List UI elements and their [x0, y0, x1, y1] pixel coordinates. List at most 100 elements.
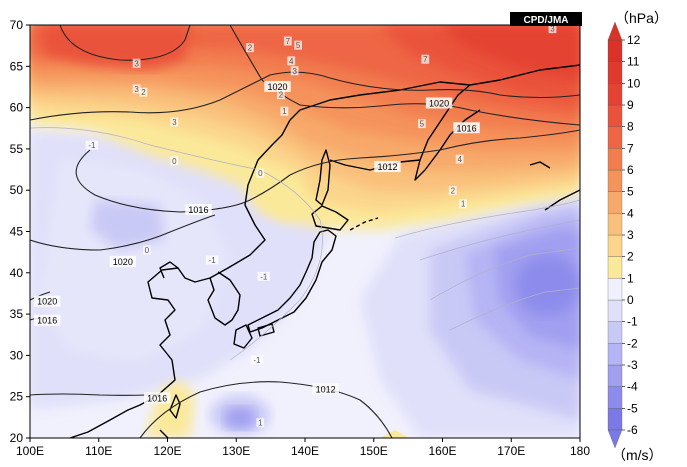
colorbar-segment	[607, 169, 623, 192]
anomaly-label-bg	[132, 58, 141, 68]
colorbar-label: -1	[627, 315, 638, 329]
x-tick-label: 170E	[497, 444, 525, 458]
colorbar-label: 8	[627, 120, 634, 134]
colorbar-segment	[607, 61, 623, 84]
colorbar-label: 12	[627, 33, 641, 47]
colorbar-label: 6	[627, 163, 634, 177]
isobar-label: 1020	[267, 82, 287, 92]
colorbar-label: 3	[627, 228, 634, 242]
colorbar-segment	[607, 343, 623, 366]
isobar-label-bg	[109, 256, 137, 268]
anomaly-label: 7	[423, 55, 428, 64]
y-tick-label: 20	[10, 431, 24, 445]
anomaly-label: 2	[279, 91, 284, 100]
colorbar-min-triangle	[607, 429, 623, 449]
colorbar-label: -5	[627, 401, 638, 415]
colorbar-segment	[607, 126, 623, 149]
y-axis-ticks: 20 25 30 35 40 45 50 55 60 65 70	[10, 18, 30, 445]
isobar-label-bg	[425, 97, 453, 109]
anomaly-label-bg	[139, 87, 148, 97]
colorbar-segment	[607, 83, 623, 106]
colorbar-label: 10	[627, 76, 641, 90]
isobar-label: 1016	[457, 123, 477, 133]
colorbar-label: 5	[627, 185, 634, 199]
anomaly-label-bg	[417, 119, 426, 129]
anomaly-label-bg	[250, 355, 264, 365]
colorbar-segment	[607, 104, 623, 127]
colorbar-max-triangle	[607, 21, 623, 41]
anomaly-label-bg	[132, 84, 141, 94]
colorbar-label: -4	[627, 380, 638, 394]
isobar-label: 1012	[377, 162, 397, 172]
anomaly-label-bg	[280, 106, 289, 116]
colorbar-label: 9	[627, 98, 634, 112]
colorbar-segment	[607, 321, 623, 344]
anomaly-label: 0	[145, 246, 150, 255]
anomaly-label-bg	[85, 140, 99, 150]
isobar-label: 1016	[188, 205, 208, 215]
y-tick-label: 60	[10, 101, 24, 115]
anomaly-label: 0	[172, 157, 177, 166]
anomaly-label: 7	[286, 37, 291, 46]
anomaly-label-bg	[448, 186, 457, 196]
isobar-label-bg	[374, 161, 401, 173]
anomaly-label: 3	[134, 85, 139, 94]
anomaly-label: 5	[296, 41, 301, 50]
anomaly-label-bg	[548, 24, 557, 34]
anomaly-label: 1	[258, 419, 263, 428]
anomaly-label-bg	[256, 418, 265, 428]
colorbar-segment	[607, 256, 623, 279]
x-axis-ticks: 100E 110E 120E 130E 140E 150E 160E 170E 180	[16, 438, 590, 458]
x-tick-label: 120E	[153, 444, 181, 458]
anomaly-label-bg	[205, 255, 219, 265]
y-tick-label: 25	[10, 390, 24, 404]
y-tick-label: 55	[10, 142, 24, 156]
colorbar-segment	[607, 386, 623, 409]
anomaly-label: 4	[289, 57, 294, 66]
credit-badge: CPD/JMA	[510, 12, 582, 26]
isobar-label: 1012	[316, 384, 336, 394]
anomaly-label-bg	[170, 156, 179, 166]
anomaly-label: -1	[253, 356, 261, 365]
anomaly-label-bg	[283, 36, 292, 46]
isobar-label: 1016	[147, 393, 167, 403]
x-tick-label: 110E	[85, 444, 112, 458]
anomaly-shading	[30, 25, 580, 438]
colorbar-label: 1	[627, 271, 634, 285]
x-tick-label: 160E	[428, 444, 456, 458]
anomaly-label: -1	[260, 272, 268, 281]
colorbar-segment	[607, 408, 623, 431]
isobar-label-bg	[453, 122, 480, 134]
y-tick-label: 50	[10, 183, 24, 197]
isobar-label-bg	[312, 383, 339, 395]
x-tick-label: 180	[570, 444, 590, 458]
x-tick-label: 140E	[291, 444, 319, 458]
isobar-label-bg	[185, 204, 212, 216]
anomaly-label: 5	[420, 120, 425, 129]
anomaly-label: -1	[88, 141, 96, 150]
isobar-label-bg	[264, 80, 291, 92]
colorbar-unit-bottom: （m/s）	[612, 447, 663, 463]
y-tick-label: 70	[10, 18, 24, 32]
credit-text: CPD/JMA	[523, 15, 568, 26]
anomaly-label-bg	[170, 117, 179, 127]
colorbar-label: -3	[627, 358, 638, 372]
y-tick-label: 65	[10, 59, 24, 73]
anomaly-label: 3	[550, 25, 555, 34]
anomaly-label: 3	[172, 118, 177, 127]
anomaly-label-bg	[421, 54, 430, 64]
anomaly-label-bg	[455, 154, 464, 164]
colorbar-segment	[607, 234, 623, 257]
isobar-label: 1020	[429, 98, 449, 108]
anomaly-label-bg	[459, 199, 468, 209]
x-tick-label: 150E	[360, 444, 388, 458]
isobar-label: 1016	[37, 316, 57, 326]
anomaly-label: 3	[134, 59, 139, 68]
x-tick-label: 130E	[222, 444, 250, 458]
anomaly-label-bg	[294, 40, 303, 50]
colorbar-label: 4	[627, 206, 634, 220]
